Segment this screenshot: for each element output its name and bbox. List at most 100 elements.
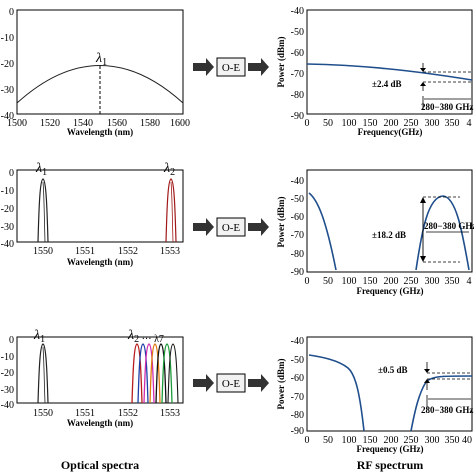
x-tick-label: 4 <box>467 118 472 129</box>
x-tick-label: 1553 <box>160 246 180 257</box>
x-tick-label: 250 <box>404 435 419 446</box>
caption-rf-spectrum: RF spectrum <box>357 458 424 472</box>
lambda-label: λ2 <box>163 161 175 178</box>
x-tick-label: 1551 <box>75 246 95 257</box>
optical-peak-lambda1-inner <box>42 181 46 243</box>
caption-optical-spectra: Optical spectra <box>61 458 139 472</box>
optical-peak-lambda1-inner <box>42 346 46 404</box>
lambda-label: λ1 <box>35 161 47 178</box>
arrow-icon <box>420 68 426 72</box>
x-tick-label: 1552 <box>118 246 138 257</box>
rf-lowpass-curve <box>308 192 337 271</box>
y-tick-label: -70 <box>291 230 304 241</box>
y-tick-label: -10 <box>1 352 14 363</box>
y-tick-label: -50 <box>291 355 304 366</box>
x-tick-label: 200 <box>384 435 399 446</box>
arrow-icon <box>193 58 214 76</box>
y-tick-label: -30 <box>1 222 14 233</box>
y-tick-label: 0 <box>9 7 14 18</box>
ripple-annotation: ±2.4 dB <box>372 79 401 89</box>
wdm-peak-lambda2 <box>131 343 143 404</box>
arrow-icon <box>193 218 214 236</box>
x-tick-label: 1500 <box>7 118 27 129</box>
oe-label: O-E <box>222 378 241 390</box>
x-tick-label: 100 <box>342 276 357 287</box>
y-tick-label: -40 <box>1 111 14 122</box>
y-tick-label: -80 <box>291 249 304 260</box>
band-annotation: 280−380 GHz <box>421 405 473 415</box>
x-tick-label: 40 <box>462 435 472 446</box>
y-tick-label: -90 <box>291 426 304 437</box>
arrow-icon <box>424 379 430 383</box>
wdm-peak-lambda4 <box>143 343 155 404</box>
wdm-peak-lambda5 <box>149 343 161 404</box>
x-tick-label: 200 <box>384 118 399 129</box>
rf-panel-2: -40 -50 -60 -70 -80 -90 0 50 100 150 200… <box>276 169 474 296</box>
ripple-annotation: ±18.2 dB <box>372 230 406 240</box>
y-tick-label: -20 <box>1 59 14 70</box>
arrow-icon <box>424 369 430 373</box>
y-tick-label: -40 <box>291 176 304 187</box>
x-tick-label: 350 <box>445 435 460 446</box>
optical-panel-3: 0 -10 -20 -30 -40 1550 1551 1552 1553 Wa… <box>1 328 184 428</box>
wdm-peak-lambda3 <box>137 343 149 404</box>
x-tick-label: 0 <box>305 276 310 287</box>
y-tick-label: -60 <box>291 373 304 384</box>
optical-panel-1: 0 -10 -20 -30 -40 1500 1520 1540 1560 15… <box>1 7 190 137</box>
x-tick-label: 100 <box>342 118 357 129</box>
x-tick-label: 300 <box>425 435 440 446</box>
x-axis-label: Frequency (GHz) <box>356 286 423 296</box>
rf-spectrum-curve <box>306 63 473 81</box>
x-axis-label: Frequency(GHz) <box>358 127 423 137</box>
x-tick-label: 1540 <box>73 118 93 129</box>
x-tick-label: 50 <box>323 435 333 446</box>
optical-peak-lambda1 <box>37 178 49 243</box>
wdm-peak-lambda6 <box>155 343 167 404</box>
rf-bandpass-curve <box>415 195 470 271</box>
y-axis-label: Power (dBm) <box>276 36 286 87</box>
x-tick-label: 150 <box>363 276 378 287</box>
y-tick-label: -30 <box>1 385 14 396</box>
x-tick-label: 1550 <box>33 408 53 419</box>
optical-peak-lambda2-inner <box>170 181 174 243</box>
y-tick-label: -50 <box>291 194 304 205</box>
band-annotation: 280−380 GHz <box>424 221 474 231</box>
y-axis-label: Power (dBm) <box>276 196 286 247</box>
oe-box <box>216 57 246 77</box>
arrow-icon <box>248 58 269 76</box>
band-annotation: 280−380 GHz <box>421 102 473 112</box>
x-tick-label: 250 <box>404 118 419 129</box>
x-axis-label: Wavelength (nm) <box>67 418 133 428</box>
ripple-annotation: ±0.5 dB <box>378 365 407 375</box>
x-tick-label: 250 <box>404 276 419 287</box>
x-tick-label: 4 <box>467 276 472 287</box>
rf-panel-3: -40 -50 -60 -70 -80 -90 0 50 100 150 200… <box>276 336 473 454</box>
plot-frame <box>16 169 184 243</box>
arrow-icon <box>420 197 426 203</box>
x-tick-label: 150 <box>363 118 378 129</box>
x-tick-label: 350 <box>445 276 460 287</box>
optical-peak-lambda1 <box>37 343 49 404</box>
y-tick-label: -90 <box>291 111 304 122</box>
y-tick-label: -10 <box>1 33 14 44</box>
x-tick-label: 1551 <box>75 408 95 419</box>
x-axis-label: Wavelength (nm) <box>67 257 133 267</box>
x-tick-label: 50 <box>323 118 333 129</box>
x-tick-label: 1580 <box>140 118 160 129</box>
y-tick-label: -20 <box>1 368 14 379</box>
rf-flat-band-curve <box>410 375 473 432</box>
y-tick-label: -50 <box>291 27 304 38</box>
y-tick-label: -70 <box>291 69 304 80</box>
arrow-icon <box>248 374 269 392</box>
optical-spectrum-curve <box>16 65 184 104</box>
x-tick-label: 1600 <box>170 118 190 129</box>
x-tick-label: 1553 <box>160 408 180 419</box>
arrow-icon <box>420 82 426 86</box>
x-axis-label: Frequency (GHz) <box>356 444 423 454</box>
plot-frame <box>306 9 473 115</box>
y-axis-label: Power (dBm) <box>276 358 286 409</box>
oe-converter-1: O-E <box>193 57 269 77</box>
lambda-label: λ1 <box>95 51 107 68</box>
oe-converter-3: O-E <box>193 373 269 393</box>
optical-panel-2: 0 -10 -20 -30 -40 1550 1551 1552 1553 Wa… <box>1 161 184 267</box>
